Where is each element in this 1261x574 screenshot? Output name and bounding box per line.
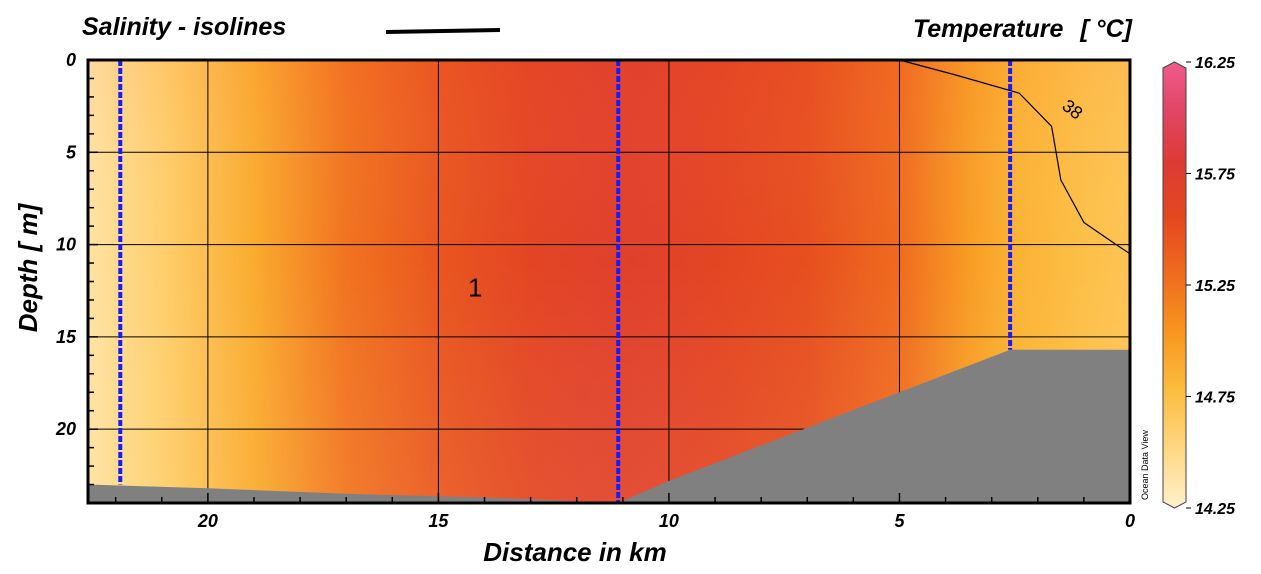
x-tick-label: 15: [428, 511, 449, 531]
temperature-title: Temperature [ °C]: [913, 15, 1134, 43]
y-tick-label: 0: [66, 50, 76, 70]
x-tick-label: 5: [894, 511, 905, 531]
colorbar-tick-label: 15.25: [1195, 278, 1236, 295]
temperature-title-text: Temperature: [913, 15, 1064, 43]
y-tick-label: 10: [56, 235, 76, 255]
colorbar-tick-label: 14.25: [1195, 501, 1236, 518]
colorbar-tick-label: 15.75: [1195, 167, 1236, 184]
x-tick-label: 0: [1125, 511, 1135, 531]
y-tick-label: 5: [66, 142, 77, 162]
colorbar-tick-label: 14.75: [1195, 390, 1236, 407]
salinity-title: Salinity - isolines: [82, 13, 286, 41]
x-tick-label: 10: [659, 511, 679, 531]
x-tick-label: 20: [197, 511, 218, 531]
temperature-unit: [ °C]: [1079, 15, 1133, 43]
colorbar: [1162, 61, 1187, 509]
salinity-isoline: [899, 59, 1131, 255]
annotation-label: 1: [468, 272, 482, 302]
salinity-legend-line: [385, 28, 501, 34]
seafloor-area: [88, 349, 1130, 503]
colorbar-tick-label: 16.25: [1195, 55, 1236, 72]
ocean-data-view-watermark: Ocean Data View: [1140, 430, 1150, 500]
x-axis-title: Distance in km: [483, 537, 667, 567]
y-tick-label: 20: [55, 419, 76, 439]
y-tick-label: 15: [56, 327, 77, 347]
y-axis-title: Depth [ m]: [13, 202, 43, 332]
